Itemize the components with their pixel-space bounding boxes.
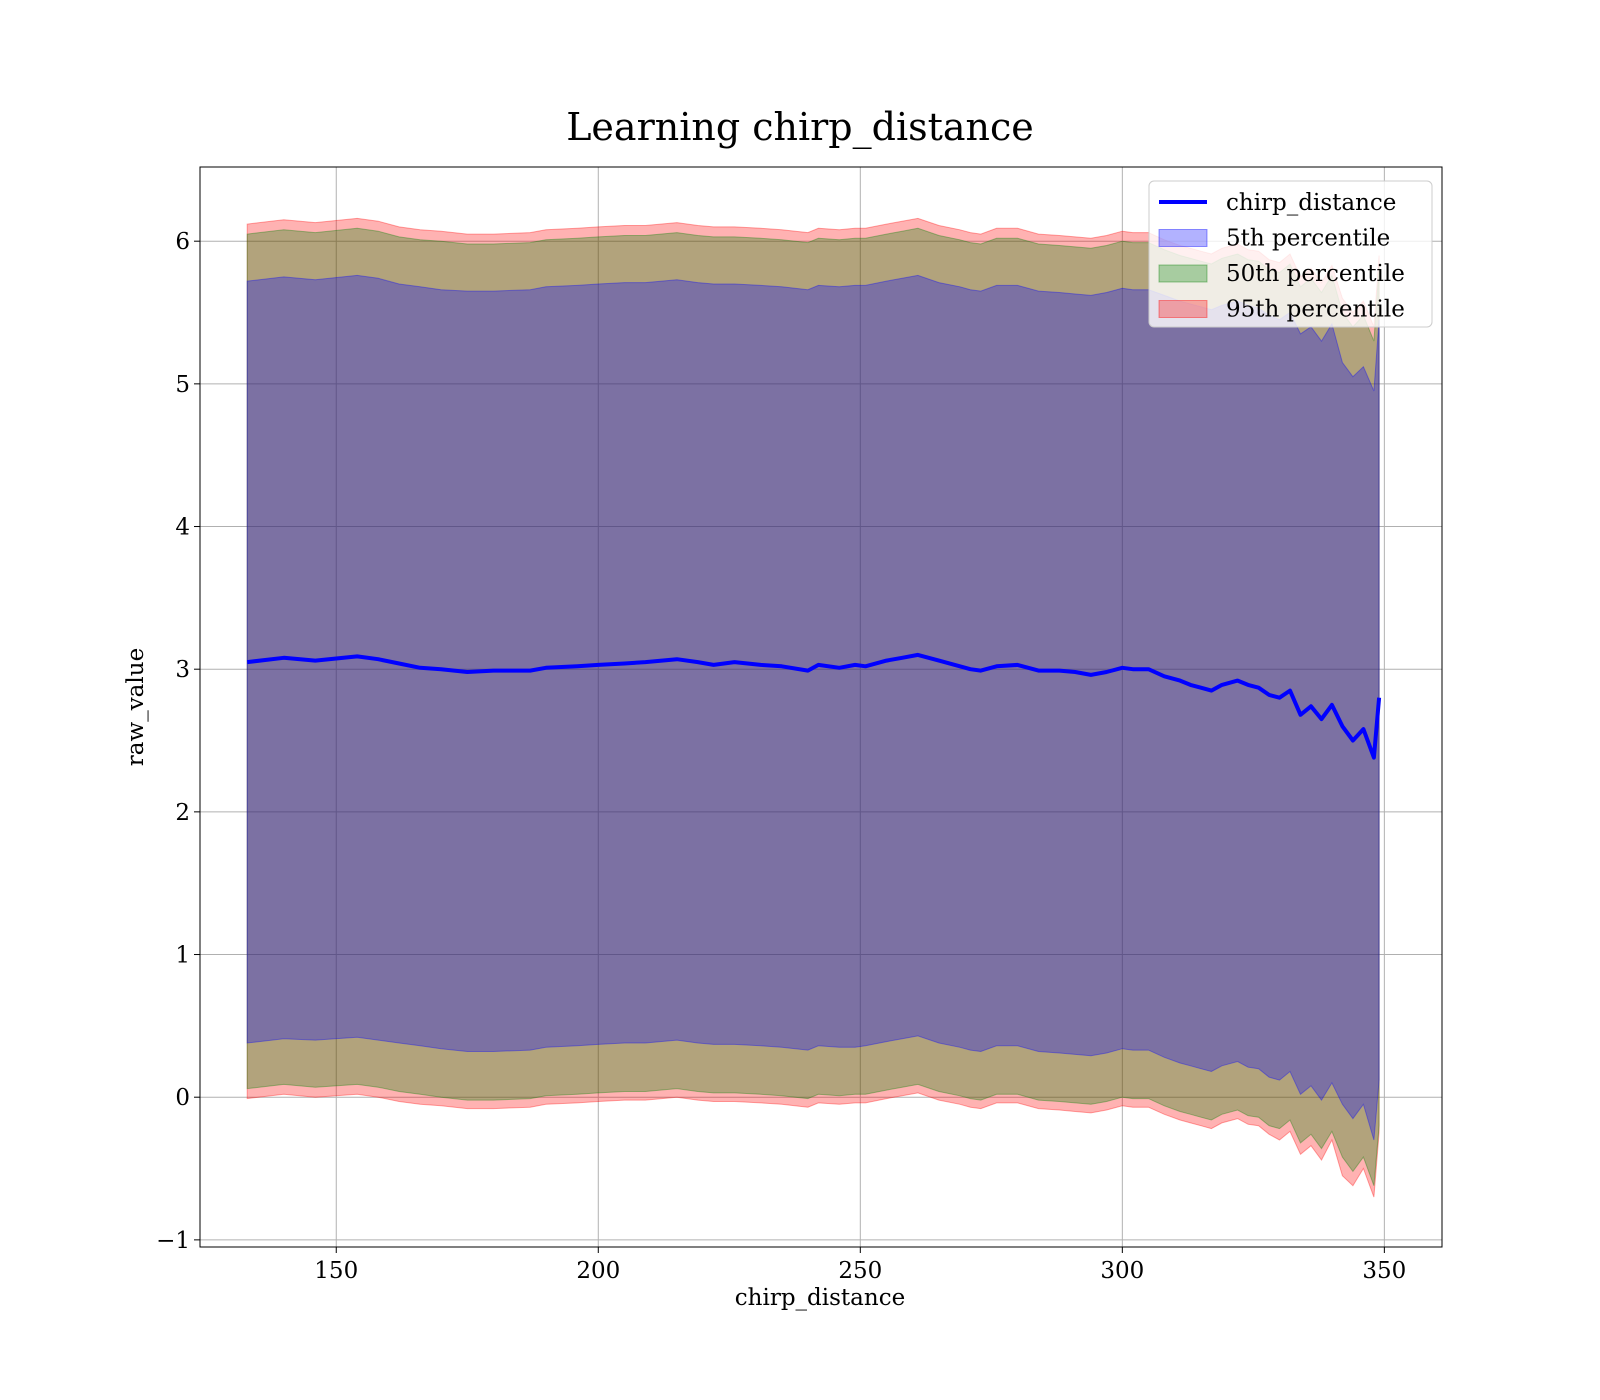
x-axis-ticks: 150 200 250 300 350 [314, 1247, 1406, 1284]
y-tick-label: 1 [175, 943, 190, 969]
legend-label: 5th percentile [1226, 226, 1390, 252]
x-axis-label: chirp_distance [735, 1285, 905, 1311]
band-95th [246, 217, 1380, 1198]
y-tick-label: −1 [156, 1228, 190, 1254]
legend-swatch-band [1158, 229, 1208, 247]
x-tick-label: 300 [1100, 1258, 1144, 1284]
y-tick-label: 3 [175, 657, 190, 683]
y-tick-label: 4 [175, 515, 190, 541]
y-tick-label: 6 [175, 229, 190, 255]
x-tick-label: 350 [1362, 1258, 1406, 1284]
y-tick-label: 5 [175, 372, 190, 398]
x-tick-label: 150 [314, 1258, 358, 1284]
y-tick-label: 0 [175, 1085, 190, 1111]
y-axis-label: raw_value [123, 648, 149, 766]
legend: chirp_distance 5th percentile 50th percent… [1148, 180, 1433, 328]
y-tick-label: 2 [175, 800, 190, 826]
percentile-bands [246, 217, 1380, 1198]
band-50th [246, 227, 1380, 1186]
legend-label: 50th percentile [1226, 261, 1405, 287]
legend-label: chirp_distance [1226, 190, 1396, 216]
chart-title: Learning chirp_distance [566, 105, 1034, 150]
line-series [246, 652, 1382, 760]
band-5th [246, 274, 1380, 1141]
legend-label: 95th percentile [1226, 297, 1405, 323]
y-axis-ticks: −1 0 1 2 3 4 5 6 [156, 229, 200, 1254]
series-line-chirp-distance [246, 652, 1382, 760]
x-tick-label: 250 [838, 1258, 882, 1284]
legend-swatch-band [1158, 300, 1208, 318]
x-tick-label: 200 [576, 1258, 620, 1284]
legend-box [1148, 180, 1433, 328]
legend-swatch-band [1158, 264, 1208, 283]
plot-frame [199, 166, 1443, 1248]
